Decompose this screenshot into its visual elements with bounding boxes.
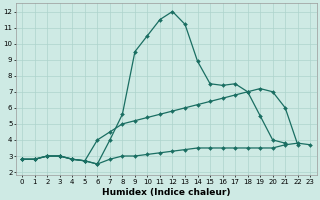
X-axis label: Humidex (Indice chaleur): Humidex (Indice chaleur) (102, 188, 230, 197)
